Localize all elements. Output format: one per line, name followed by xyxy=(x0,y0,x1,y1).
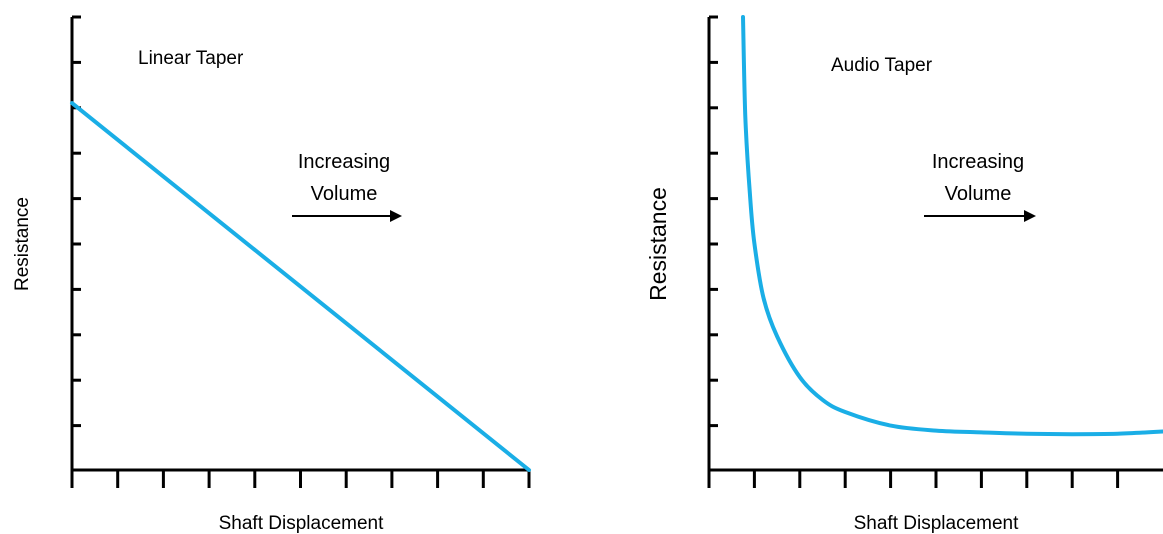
x-axis-label: Shaft Displacement xyxy=(854,513,1019,534)
x-axis-ticks xyxy=(70,470,531,488)
arrow-text-line-2: Volume xyxy=(311,183,378,205)
y-axis-label: Resistance xyxy=(645,187,671,301)
chart-annotation: Audio Taper xyxy=(831,55,933,76)
linear-taper-panel: Linear Taper Increasing Volume Resistanc… xyxy=(12,15,531,534)
audio-taper-panel: Audio Taper Increasing Volume Resistance… xyxy=(645,15,1163,534)
arrow-text-line-1: Increasing xyxy=(932,151,1024,173)
y-axis-label: Resistance xyxy=(12,197,33,291)
chart-annotation: Linear Taper xyxy=(138,48,244,69)
arrow-text-line-1: Increasing xyxy=(298,151,390,173)
increasing-arrow xyxy=(924,210,1036,222)
series-line xyxy=(70,101,531,472)
increasing-arrow xyxy=(292,210,402,222)
series-layer xyxy=(70,101,531,472)
series-line xyxy=(741,15,1163,437)
y-axis-ticks xyxy=(709,15,718,428)
arrow-text-line-2: Volume xyxy=(945,183,1012,205)
series-layer xyxy=(741,15,1163,437)
x-axis-label: Shaft Displacement xyxy=(219,513,384,534)
x-axis-ticks xyxy=(707,470,1120,488)
